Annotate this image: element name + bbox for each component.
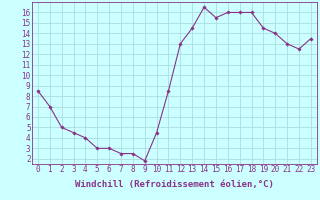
X-axis label: Windchill (Refroidissement éolien,°C): Windchill (Refroidissement éolien,°C) bbox=[75, 180, 274, 189]
